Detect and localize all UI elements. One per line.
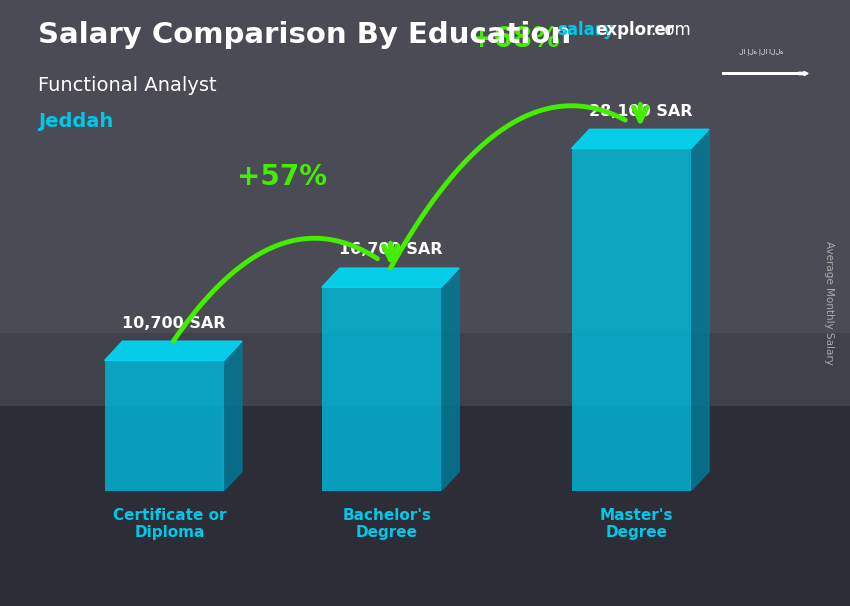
Polygon shape	[571, 129, 709, 148]
Text: explorer: explorer	[595, 21, 674, 39]
Bar	[571, 148, 691, 491]
Polygon shape	[691, 129, 709, 491]
Text: Jeddah: Jeddah	[38, 112, 114, 131]
Polygon shape	[322, 268, 459, 287]
Bar	[322, 287, 441, 491]
Polygon shape	[441, 268, 459, 491]
Bar	[105, 361, 224, 491]
Text: 10,700 SAR: 10,700 SAR	[122, 316, 225, 330]
Text: salary: salary	[557, 21, 614, 39]
Bar	[722, 72, 800, 75]
Text: Master's
Degree: Master's Degree	[600, 508, 673, 540]
Polygon shape	[224, 341, 242, 491]
Text: +57%: +57%	[237, 164, 327, 191]
Text: Average Monthly Salary: Average Monthly Salary	[824, 241, 834, 365]
Text: لا إله إلا الله: لا إله إلا الله	[739, 49, 784, 56]
Text: .com: .com	[650, 21, 691, 39]
FancyArrow shape	[798, 72, 808, 76]
Text: 28,100 SAR: 28,100 SAR	[588, 104, 692, 119]
Text: Bachelor's
Degree: Bachelor's Degree	[343, 508, 432, 540]
Text: 16,700 SAR: 16,700 SAR	[339, 242, 442, 258]
Text: +68%: +68%	[471, 24, 560, 53]
Polygon shape	[105, 341, 242, 361]
Text: Functional Analyst: Functional Analyst	[38, 76, 217, 95]
Text: Certificate or
Diploma: Certificate or Diploma	[113, 508, 226, 540]
Text: Salary Comparison By Education: Salary Comparison By Education	[38, 21, 571, 49]
